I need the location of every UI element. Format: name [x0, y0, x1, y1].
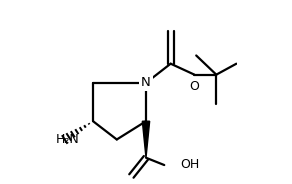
Text: O: O: [190, 80, 199, 93]
Text: N: N: [141, 76, 151, 89]
Polygon shape: [142, 121, 150, 158]
Text: OH: OH: [180, 158, 199, 171]
Text: H₂N: H₂N: [55, 133, 79, 146]
